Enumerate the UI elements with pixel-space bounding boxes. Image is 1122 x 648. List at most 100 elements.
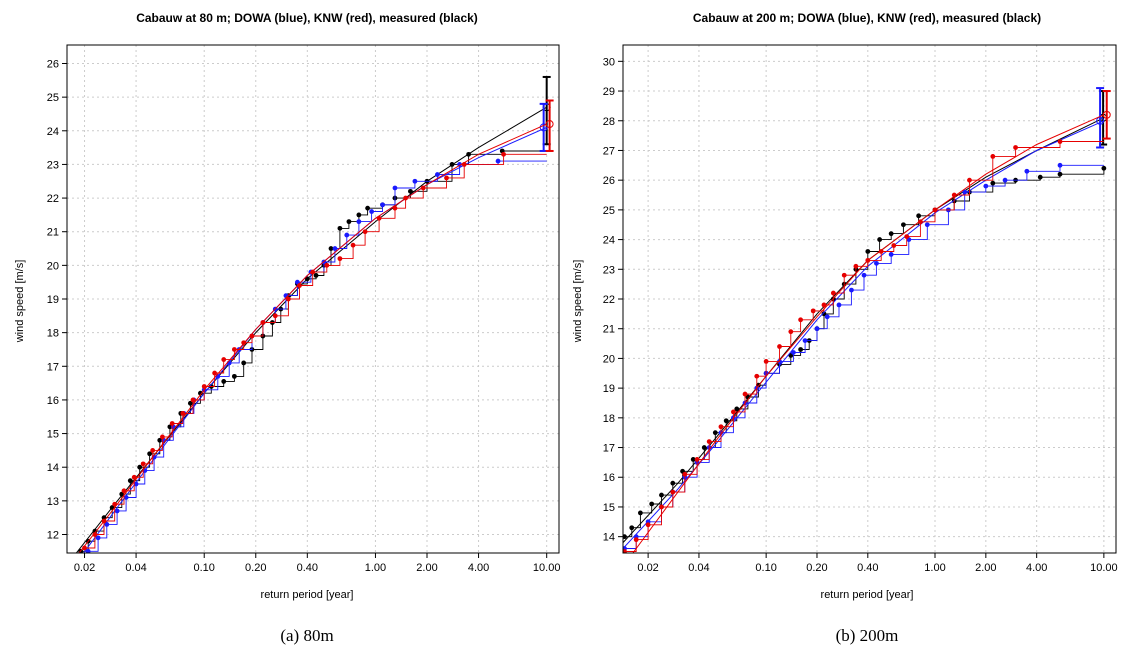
y-axis-label: wind speed [m/s] [572,260,584,344]
data-point [865,257,871,263]
y-tick-label: 25 [603,205,615,217]
y-tick-label: 15 [47,429,59,441]
data-point [951,192,957,198]
estimate-marker [1102,110,1111,119]
data-point [187,400,193,406]
x-tick-label: 0.02 [637,562,658,574]
data-point [221,379,227,384]
data-point [682,471,688,477]
x-tick-label: 0.20 [806,562,827,574]
data-point [637,510,643,516]
y-tick-label: 24 [603,235,615,247]
estimate-marker [545,120,554,129]
data-point [1057,171,1063,177]
fit-line [623,117,1105,543]
data-point [649,501,655,507]
data-point [623,534,627,540]
data-point [466,151,472,157]
data-point [332,246,338,251]
data-point [1024,168,1030,174]
data-point [888,231,894,237]
data-point [137,464,143,470]
data-point [249,333,255,339]
y-tick-label: 22 [603,294,615,306]
y-tick-label: 27 [603,145,615,157]
data-point [150,447,156,453]
data-point [147,451,153,457]
data-point [1057,139,1063,144]
y-tick-label: 18 [47,328,59,340]
data-point [924,222,930,228]
step-line [80,150,547,552]
data-point [694,457,700,462]
chart-panel-80m: Cabauw at 80 m; DOWA (blue), KNW (red), … [14,11,560,645]
data-point [983,183,989,189]
plot-area [623,87,1111,553]
y-tick-label: 21 [603,324,615,336]
data-point [701,445,707,450]
data-point [297,283,302,288]
data-point [420,185,426,191]
data-point [723,418,729,424]
y-tick-label: 24 [47,126,59,138]
y-tick-label: 15 [603,502,615,514]
figure-caption: (b) 200m [836,626,899,645]
y-tick-label: 23 [603,264,615,276]
data-point [788,329,794,335]
y-tick-label: 23 [47,159,59,171]
data-point [160,434,165,440]
series-dowa [623,87,1105,551]
y-tick-label: 19 [47,294,59,306]
data-point [272,313,278,319]
data-point [412,178,418,184]
y-tick-label: 30 [603,56,615,68]
data-point [231,347,237,352]
data-point [962,189,968,195]
data-point [328,246,334,251]
data-point [830,290,836,296]
step-line [84,153,547,549]
y-axis-label: wind speed [m/s] [14,260,26,344]
data-point [853,263,859,269]
data-point [190,397,196,403]
data-point [901,222,906,228]
step-line [88,160,547,552]
chart-title: Cabauw at 200 m; DOWA (blue), KNW (red),… [693,11,1041,25]
data-point [821,311,827,317]
series-knw [623,90,1111,553]
data-point [824,314,830,320]
data-point [392,185,398,191]
data-point [865,249,871,254]
y-tick-label: 21 [47,227,59,239]
data-point [85,548,91,553]
fit-line [78,123,547,553]
data-point [198,390,203,396]
data-point [659,504,664,510]
y-tick-label: 20 [603,353,615,365]
data-point [285,296,291,302]
data-point [645,522,651,528]
y-tick-label: 25 [47,92,59,104]
data-point [891,243,897,248]
data-point [849,287,854,293]
fit-line [623,120,1105,549]
data-point [1101,165,1107,171]
y-tick-label: 17 [603,443,615,455]
data-point [932,207,938,213]
data-point [706,439,712,444]
data-point [212,370,218,376]
data-point [169,421,175,426]
x-tick-label: 2.00 [975,562,996,574]
data-point [167,424,173,430]
x-tick-label: 2.00 [416,562,437,574]
data-point [1037,174,1043,180]
data-point [114,508,120,514]
series-measured [75,75,551,553]
y-tick-label: 18 [603,413,615,425]
series-measured [623,90,1108,543]
y-tick-label: 14 [47,462,59,474]
data-point [350,242,356,248]
x-tick-label: 0.40 [857,562,878,574]
x-tick-label: 0.02 [74,562,95,574]
data-point [670,489,676,495]
